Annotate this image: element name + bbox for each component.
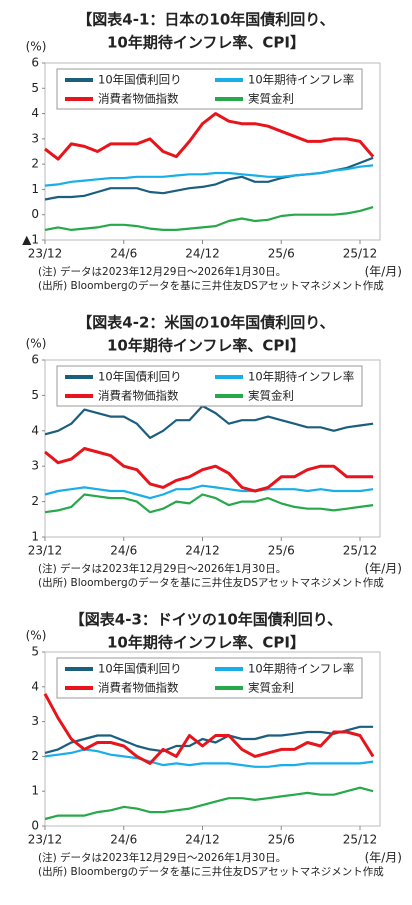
x-tick-label: 25/6 (268, 833, 295, 847)
x-tick-label: 24/6 (110, 833, 137, 847)
y-tick-label: 4 (31, 679, 39, 693)
x-tick-label: 23/12 (28, 247, 63, 261)
series-line (44, 786, 374, 821)
chart-title: 10年期待インフレ率、CPI】 (107, 634, 305, 652)
x-tick-label: 24/12 (185, 833, 220, 847)
legend-label: 実質金利 (248, 92, 294, 106)
y-tick-label: 4 (31, 106, 39, 120)
series-line (44, 484, 374, 500)
y-tick-label: 1 (31, 182, 39, 196)
y-tick-label: 2 (31, 157, 39, 171)
plot-frame (44, 359, 381, 538)
x-tick-label: 23/12 (28, 833, 63, 847)
legend-label: 消費者物価指数 (98, 92, 179, 106)
plot-frame (44, 651, 381, 827)
y-tick-label: 2 (31, 749, 39, 763)
note: (出所) Bloombergのデータを基に三井住友DSアセットマネジメント作成 (38, 279, 384, 292)
y-tick-label: 6 (31, 56, 39, 70)
x-tick-label: 24/12 (185, 247, 220, 261)
y-tick-label: 6 (31, 353, 39, 367)
note: (出所) Bloombergのデータを基に三井住友DSアセットマネジメント作成 (38, 576, 384, 589)
legend-label: 10年期待インフレ率 (248, 370, 354, 384)
series-line (44, 164, 374, 187)
y-tick-label: 0 (31, 207, 39, 221)
legend-box (56, 657, 363, 699)
legend-label: 10年国債利回り (98, 662, 182, 676)
series-line (44, 493, 374, 514)
legend-label: 10年国債利回り (98, 370, 182, 384)
legend-label: 10年国債利回り (98, 73, 182, 87)
legend-box (56, 68, 363, 110)
x-tick-label: 25/12 (343, 544, 378, 558)
y-unit: (%) (26, 337, 47, 351)
series-line (44, 404, 374, 439)
series-line (43, 693, 375, 765)
chart-title: 【図表4-1：日本の10年国債利回り、 (77, 11, 334, 29)
y-tick-label: 1 (31, 784, 39, 798)
y-tick-label: 2 (31, 494, 39, 508)
note: (注) データは2023年12月29日～2026年1月30日。 (38, 265, 286, 278)
y-tick-label: 4 (31, 423, 39, 437)
x-unit: (年/月) (365, 851, 402, 865)
x-tick-label: 25/12 (343, 833, 378, 847)
x-tick-label: 25/6 (268, 247, 295, 261)
legend-label: 実質金利 (248, 681, 294, 695)
chart-title: 【図表4-2：米国の10年国債利回り、 (77, 314, 334, 332)
x-unit: (年/月) (365, 265, 402, 279)
x-tick-label: 23/12 (28, 544, 63, 558)
x-tick-label: 25/6 (268, 544, 295, 558)
x-tick-label: 25/12 (343, 247, 378, 261)
y-tick-label: 5 (31, 645, 39, 659)
y-tick-label: 5 (31, 81, 39, 95)
legend-label: 消費者物価指数 (98, 681, 179, 695)
plot-frame (44, 62, 381, 241)
y-tick-label: ▲1 (22, 233, 39, 247)
note: (出所) Bloombergのデータを基に三井住友DSアセットマネジメント作成 (38, 865, 384, 878)
legend-label: 実質金利 (248, 389, 294, 403)
y-tick-label: 1 (31, 530, 39, 544)
x-tick-label: 24/12 (185, 544, 220, 558)
series-line (44, 748, 374, 768)
x-tick-label: 24/6 (110, 247, 137, 261)
chart-title: 10年期待インフレ率、CPI】 (107, 337, 305, 355)
y-unit: (%) (26, 40, 47, 54)
y-tick-label: 3 (31, 131, 39, 145)
y-tick-label: 3 (31, 714, 39, 728)
y-tick-label: 3 (31, 459, 39, 473)
legend-box (56, 365, 363, 407)
x-unit: (年/月) (365, 562, 402, 576)
legend-label: 消費者物価指数 (98, 389, 179, 403)
legend-label: 10年期待インフレ率 (248, 73, 354, 87)
note: (注) データは2023年12月29日～2026年1月30日。 (38, 562, 286, 575)
legend-label: 10年期待インフレ率 (248, 662, 354, 676)
series-line (44, 112, 375, 161)
note: (注) データは2023年12月29日～2026年1月30日。 (38, 851, 286, 864)
series-line (44, 206, 374, 231)
chart-title: 【図表4-3：ドイツの10年国債利回り、 (70, 611, 342, 629)
x-tick-label: 24/6 (110, 544, 137, 558)
y-tick-label: 0 (31, 819, 39, 833)
chart-title: 10年期待インフレ率、CPI】 (107, 34, 305, 52)
y-tick-label: 5 (31, 388, 39, 402)
y-unit: (%) (26, 629, 47, 643)
series-line (44, 447, 374, 493)
